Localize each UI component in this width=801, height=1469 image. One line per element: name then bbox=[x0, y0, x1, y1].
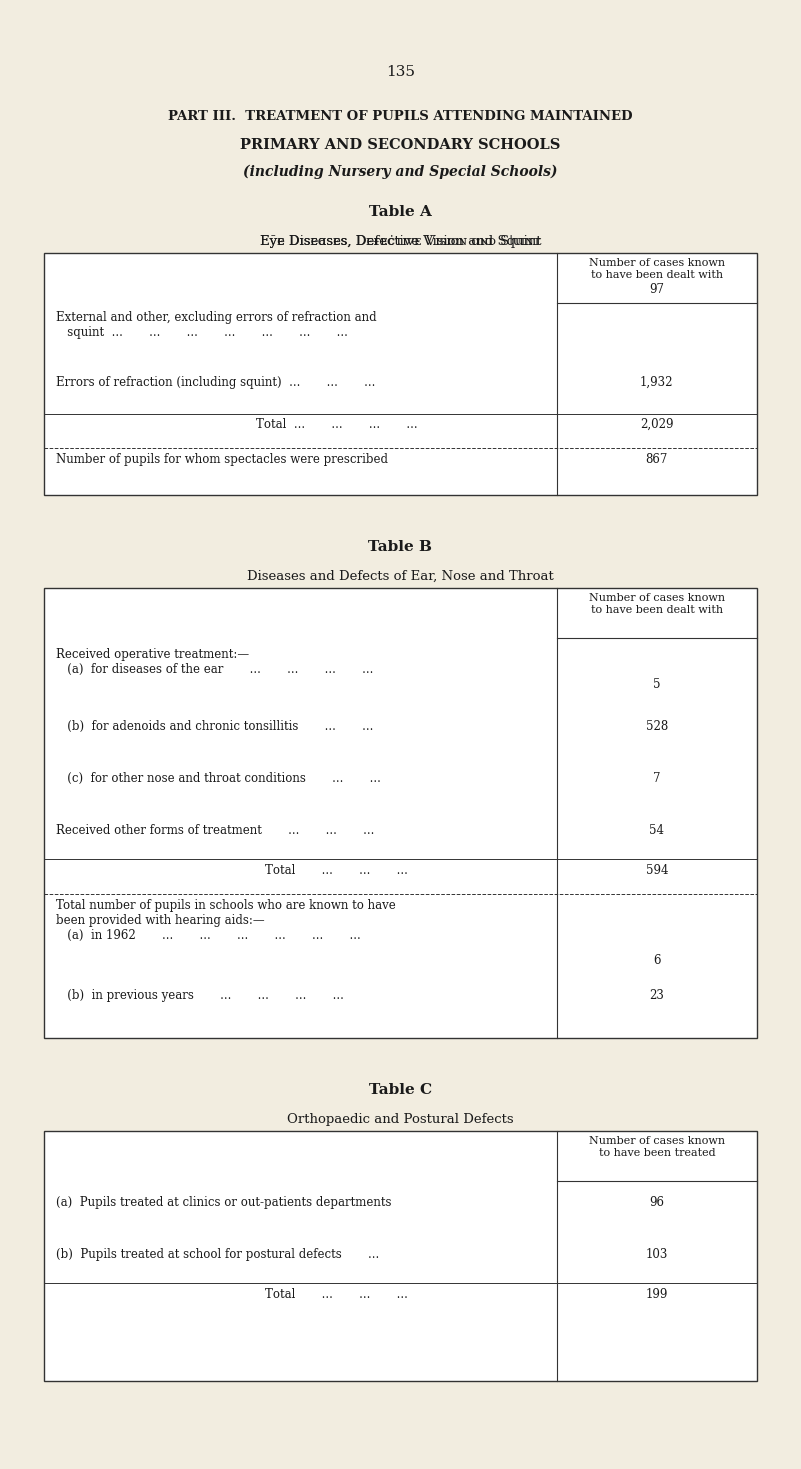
Text: Eye Diseases, Defective Vision and Squint: Eye Diseases, Defective Vision and Squin… bbox=[260, 235, 541, 248]
Text: Table A: Table A bbox=[369, 206, 432, 219]
Text: Eȳᴇ Dɪѕᴇɑѕᴇѕ, Dᴇғᴇċᴛɪᴠᴇ Vɪѕɪᴏɴ ɑɴᴅ Sǀᴜɪɴᴛ: Eȳᴇ Dɪѕᴇɑѕᴇѕ, Dᴇғᴇċᴛɪᴠᴇ Vɪѕɪᴏɴ ɑɴᴅ Sǀᴜɪɴ… bbox=[260, 235, 541, 248]
Text: (a)  Pupils treated at clinics or out-patients departments: (a) Pupils treated at clinics or out-pat… bbox=[56, 1196, 392, 1209]
Text: Table B: Table B bbox=[368, 541, 433, 554]
Text: 6: 6 bbox=[653, 953, 661, 967]
Bar bbox=[44, 253, 757, 495]
Text: Total number of pupils in schools who are known to have
been provided with heari: Total number of pupils in schools who ar… bbox=[56, 899, 396, 942]
Bar bbox=[44, 588, 757, 1039]
Text: 7: 7 bbox=[653, 773, 661, 784]
Text: Received other forms of treatment       ...       ...       ...: Received other forms of treatment ... ..… bbox=[56, 824, 374, 837]
Bar bbox=[44, 1131, 757, 1381]
Text: 135: 135 bbox=[386, 65, 415, 79]
Text: 1,932: 1,932 bbox=[640, 376, 674, 389]
Text: Orthopaedic and Postural Defects: Orthopaedic and Postural Defects bbox=[288, 1114, 513, 1127]
Text: 54: 54 bbox=[650, 824, 664, 837]
Text: Number of cases known
to have been treated: Number of cases known to have been treat… bbox=[589, 1136, 725, 1158]
Text: 96: 96 bbox=[650, 1196, 664, 1209]
Text: (b)  in previous years       ...       ...       ...       ...: (b) in previous years ... ... ... ... bbox=[56, 989, 344, 1002]
Text: 594: 594 bbox=[646, 864, 668, 877]
Text: Diseases and Defects of Ear, Nose and Throat: Diseases and Defects of Ear, Nose and Th… bbox=[248, 570, 553, 583]
Text: (b)  Pupils treated at school for postural defects       ...: (b) Pupils treated at school for postura… bbox=[56, 1249, 380, 1260]
Text: 528: 528 bbox=[646, 720, 668, 733]
Text: Number of cases known
to have been dealt with: Number of cases known to have been dealt… bbox=[589, 593, 725, 614]
Text: Tᴏtal  ...       ...       ...       ...: Tᴏtal ... ... ... ... bbox=[256, 419, 417, 430]
Text: (b)  for adenoids and chronic tonsillitis       ...       ...: (b) for adenoids and chronic tonsillitis… bbox=[56, 720, 373, 733]
Text: 97: 97 bbox=[650, 284, 664, 295]
Text: Tᴏtal       ...       ...       ...: Tᴏtal ... ... ... bbox=[265, 864, 408, 877]
Text: Received operative treatment:—
   (a)  for diseases of the ear       ...       .: Received operative treatment:— (a) for d… bbox=[56, 648, 373, 676]
Text: PRIMARY AND SECONDARY SCHOOLS: PRIMARY AND SECONDARY SCHOOLS bbox=[240, 138, 561, 151]
Text: 199: 199 bbox=[646, 1288, 668, 1302]
Text: 867: 867 bbox=[646, 452, 668, 466]
Text: Number of pupils for whom spectacles were prescribed: Number of pupils for whom spectacles wer… bbox=[56, 452, 388, 466]
Text: External and other, excluding errors of refraction and
   squint  ...       ... : External and other, excluding errors of … bbox=[56, 311, 376, 339]
Text: 2,029: 2,029 bbox=[640, 419, 674, 430]
Text: Tᴏtal       ...       ...       ...: Tᴏtal ... ... ... bbox=[265, 1288, 408, 1302]
Text: 5: 5 bbox=[653, 679, 661, 690]
Text: Number of cases known
to have been dealt with: Number of cases known to have been dealt… bbox=[589, 259, 725, 279]
Text: (including Nursery and Special Schools): (including Nursery and Special Schools) bbox=[244, 165, 557, 179]
Text: PART III.  TREATMENT OF PUPILS ATTENDING MAINTAINED: PART III. TREATMENT OF PUPILS ATTENDING … bbox=[168, 110, 633, 123]
Text: (c)  for other nose and throat conditions       ...       ...: (c) for other nose and throat conditions… bbox=[56, 773, 381, 784]
Text: 23: 23 bbox=[650, 989, 664, 1002]
Text: Table C: Table C bbox=[369, 1083, 432, 1097]
Text: Errors of refraction (including squint)  ...       ...       ...: Errors of refraction (including squint) … bbox=[56, 376, 376, 389]
Text: 103: 103 bbox=[646, 1249, 668, 1260]
